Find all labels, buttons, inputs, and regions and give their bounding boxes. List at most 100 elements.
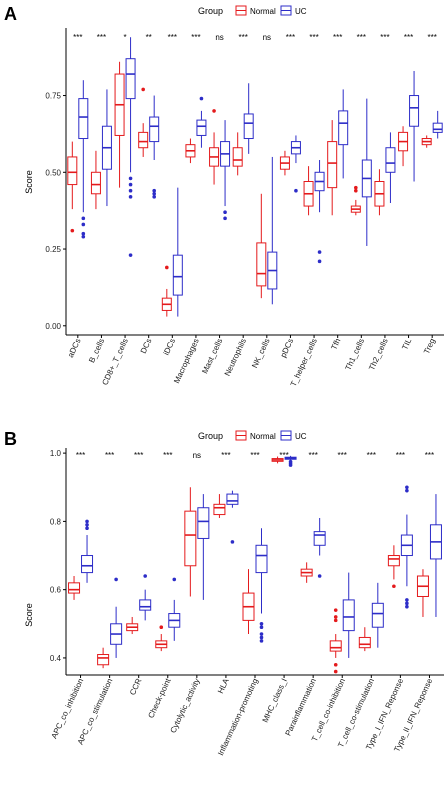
outlier-uc <box>152 191 156 196</box>
x-tick-label-b: Check-point <box>146 676 173 719</box>
y-ticks-a: 0.00 0.25 0.50 0.75 <box>45 92 66 331</box>
box-uc-b <box>110 577 123 658</box>
box-normal-b <box>358 627 371 652</box>
x-tick-label-a: Th1_cells <box>343 337 366 372</box>
x-tick-label-b: MHC_class_I <box>261 677 289 724</box>
outlier-uc <box>317 250 322 254</box>
outlier-uc <box>114 577 118 582</box>
significance-labels-a: *** *** * ** *** *** ns *** ns *** *** *** *** *** ***… <box>73 33 437 42</box>
box-normal-b <box>387 545 400 589</box>
y-tick-label-a: 0.00 <box>45 322 61 331</box>
box-normal-a <box>398 126 409 167</box>
box-uc-a <box>290 135 301 193</box>
outlier-uc <box>85 519 89 524</box>
box-iqr-uc <box>243 113 254 140</box>
x-tick-label-a: Neutrophils <box>223 337 248 377</box>
box-uc-a <box>149 95 160 199</box>
box-uc-a <box>361 98 372 246</box>
box-uc-b <box>429 494 442 617</box>
box-iqr-normal <box>138 131 149 149</box>
box-normal-a <box>279 150 290 176</box>
box-iqr-normal <box>67 156 78 186</box>
box-normal-a <box>90 150 101 210</box>
box-normal-b <box>213 494 226 518</box>
box-iqr-uc <box>342 599 355 632</box>
significance-label-b: *** <box>221 451 230 460</box>
outlier-uc <box>152 195 156 199</box>
outlier-normal <box>333 662 338 667</box>
box-iqr-uc <box>313 531 326 546</box>
box-normal-a <box>209 109 220 185</box>
box-uc-a <box>432 110 443 139</box>
significance-label-b: *** <box>134 451 143 460</box>
x-tick-label-b: HLA <box>216 676 231 695</box>
box-normal-a <box>161 265 172 317</box>
significance-label-a: *** <box>357 33 366 42</box>
outlier-uc <box>288 459 293 464</box>
outlier-uc <box>223 210 227 214</box>
y-tick-label-b: 0.6 <box>50 586 62 595</box>
box-iqr-normal <box>90 171 101 195</box>
significance-label-a: *** <box>286 33 295 42</box>
x-tick-label-b: APC_co_inhibition <box>50 677 86 740</box>
box-iqr-uc <box>139 599 152 611</box>
box-iqr-normal <box>358 636 371 649</box>
outlier-uc <box>128 188 133 193</box>
box-normal-a <box>374 169 385 216</box>
outlier-normal <box>141 87 145 92</box>
box-normal-a <box>327 120 338 216</box>
box-iqr-normal <box>387 555 400 567</box>
box-uc-b <box>255 528 268 643</box>
box-normal-a <box>232 132 243 176</box>
box-uc-b <box>139 574 152 621</box>
significance-label-a: *** <box>73 33 82 42</box>
box-normal-b <box>184 487 197 597</box>
panel-letter-a: A <box>4 4 17 24</box>
box-normal-b <box>329 608 342 674</box>
box-normal-a <box>114 61 125 188</box>
box-iqr-normal <box>97 654 110 666</box>
x-tick-label-a: CD8+_T_cells <box>100 337 129 387</box>
box-uc-a <box>314 160 325 264</box>
panel-b: B Group Normal UC Score 0.4 0.6 0.8 1.0 ***… <box>4 429 444 757</box>
x-tick-label-a: NK_cells <box>250 337 272 369</box>
box-normal-a <box>421 135 432 148</box>
legend-a: Group Normal UC <box>198 5 307 16</box>
significance-label-b: *** <box>163 451 172 460</box>
box-uc-a <box>101 89 112 207</box>
outlier-uc <box>152 188 156 193</box>
x-tick-label-a: TIL <box>400 337 413 352</box>
box-uc-a <box>125 37 136 257</box>
outlier-uc <box>317 259 322 264</box>
box-normal-b <box>97 647 110 669</box>
legend-label-uc-a: UC <box>295 7 307 16</box>
box-iqr-normal <box>184 510 197 567</box>
y-tick-label-a: 0.25 <box>45 245 61 254</box>
x-tick-label-a: Mast_cells <box>200 337 224 375</box>
significance-label-a: *** <box>333 33 342 42</box>
box-normal-b <box>126 616 139 635</box>
outlier-uc <box>81 216 86 221</box>
box-uc-a <box>243 83 254 154</box>
box-normal-b <box>416 569 429 617</box>
box-uc-b <box>168 577 181 641</box>
box-uc-a <box>220 120 231 221</box>
outlier-uc <box>259 621 264 626</box>
outlier-uc <box>259 625 264 630</box>
significance-label-a: *** <box>309 33 318 42</box>
outlier-uc <box>405 598 409 602</box>
significance-label-a: *** <box>428 33 437 42</box>
outlier-uc <box>294 188 298 193</box>
box-uc-b <box>197 494 210 600</box>
outlier-uc <box>81 231 86 236</box>
x-tick-label-a: iDCs <box>162 337 177 357</box>
box-uc-b <box>342 572 355 658</box>
outlier-normal <box>333 615 338 619</box>
outlier-uc <box>405 488 409 493</box>
outlier-normal <box>333 669 338 674</box>
box-uc-b <box>284 455 297 467</box>
box-uc-a <box>78 80 89 239</box>
box-iqr-uc <box>432 122 443 133</box>
box-normal-a <box>138 87 149 157</box>
outlier-normal <box>354 188 358 193</box>
